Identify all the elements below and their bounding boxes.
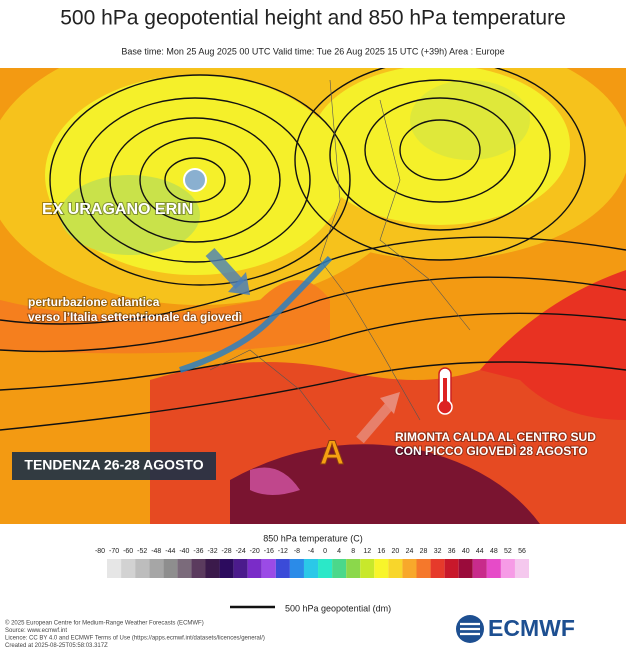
colorbar-swatch bbox=[303, 559, 319, 578]
colorbar-swatch bbox=[233, 559, 248, 578]
annotation: EX URAGANO ERIN bbox=[42, 201, 193, 218]
colorbar-tick-label: 48 bbox=[490, 548, 498, 555]
colorbar: -80 -70 -60 -52 -48 -44 -40 -36 -32 -28 -24 -20 -16-… bbox=[95, 548, 530, 578]
colorbar-swatch bbox=[318, 559, 333, 578]
colorbar-tick-label: 4 bbox=[337, 548, 341, 555]
colorbar-tick-label: 44 bbox=[476, 548, 484, 555]
colorbar-swatch bbox=[360, 559, 375, 578]
colorbar-tick-label: 36 bbox=[448, 548, 456, 555]
colorbar-swatch bbox=[275, 559, 290, 578]
colorbar-swatch bbox=[472, 559, 487, 578]
colorbar-swatch bbox=[402, 559, 417, 578]
colorbar-tick-label: -36 bbox=[193, 548, 203, 555]
colorbar-swatch bbox=[247, 559, 262, 578]
colorbar-tick-label: -20 bbox=[250, 548, 260, 555]
colorbar-swatch bbox=[177, 559, 192, 578]
legend-label: 500 hPa geopotential (dm) bbox=[285, 603, 391, 613]
footer-line: Licence: CC BY 4.0 and ECMWF Terms of Us… bbox=[5, 636, 265, 642]
colorbar-swatch bbox=[121, 559, 136, 578]
colorbar-swatch bbox=[205, 559, 220, 578]
annotation: verso l’Italia settentrionale da giovedì bbox=[28, 310, 242, 324]
annotation: TENDENZA 26-28 AGOSTO bbox=[24, 457, 203, 473]
subtitle: Base time: Mon 25 Aug 2025 00 UTC Valid … bbox=[121, 46, 504, 56]
footer-line: Created at 2025-08-25T05:58:03.317Z bbox=[5, 643, 108, 649]
colorbar-swatch bbox=[458, 559, 473, 578]
colorbar-swatch bbox=[191, 559, 206, 578]
colorbar-tick-label: 12 bbox=[363, 548, 371, 555]
colorbar-swatch bbox=[107, 559, 122, 578]
colorbar-swatch bbox=[219, 559, 234, 578]
colorbar-swatch bbox=[289, 559, 304, 578]
colorbar-tick-label: -40 bbox=[179, 548, 189, 555]
colorbar-tick-label: 56 bbox=[518, 548, 526, 555]
colorbar-swatch bbox=[135, 559, 150, 578]
map bbox=[0, 68, 626, 524]
colorbar-tick-label: -16 bbox=[264, 548, 274, 555]
colorbar-tick-label: -24 bbox=[236, 548, 246, 555]
annotation: RIMONTA CALDA AL CENTRO SUD bbox=[395, 430, 596, 444]
colorbar-tick-label: -52 bbox=[137, 548, 147, 555]
colorbar-tick-label: 24 bbox=[406, 548, 414, 555]
colorbar-tick-label: -32 bbox=[207, 548, 217, 555]
colorbar-tick-label: -44 bbox=[165, 548, 175, 555]
colorbar-tick-label: -12 bbox=[278, 548, 288, 555]
annotation: A bbox=[320, 434, 345, 472]
colorbar-swatch bbox=[163, 559, 178, 578]
colorbar-swatch bbox=[374, 559, 389, 578]
colorbar-tick-label: 40 bbox=[462, 548, 470, 555]
footer-line: © 2025 European Centre for Medium-Range … bbox=[5, 620, 204, 627]
colorbar-swatch bbox=[416, 559, 431, 578]
colorbar-tick-label: 52 bbox=[504, 548, 512, 555]
annotation: perturbazione atlantica bbox=[28, 295, 160, 309]
colorbar-swatch bbox=[444, 559, 459, 578]
colorbar-tick-label: -8 bbox=[294, 548, 300, 555]
colorbar-tick-label: 28 bbox=[420, 548, 428, 555]
annotation: CON PICCO GIOVEDÌ 28 AGOSTO bbox=[395, 443, 588, 458]
logo-text: ECMWF bbox=[488, 615, 575, 641]
colorbar-tick-label: -60 bbox=[123, 548, 133, 555]
colorbar-swatch bbox=[332, 559, 347, 578]
colorbar-tick-label: 20 bbox=[392, 548, 400, 555]
colorbar-swatch bbox=[346, 559, 361, 578]
colorbar-tick-label: -48 bbox=[151, 548, 161, 555]
colorbar-tick-label: 32 bbox=[434, 548, 442, 555]
colorbar-swatch bbox=[149, 559, 164, 578]
colorbar-swatch bbox=[261, 559, 276, 578]
colorbar-swatch bbox=[388, 559, 403, 578]
colorbar-swatch bbox=[514, 559, 530, 578]
colorbar-tick-label: 0 bbox=[323, 548, 327, 555]
colorbar-swatch bbox=[430, 559, 445, 578]
colorbar-tick-label: 8 bbox=[351, 548, 355, 555]
footer: © 2025 European Centre for Medium-Range … bbox=[5, 620, 265, 650]
footer-line: Source: www.ecmwf.int bbox=[5, 628, 67, 634]
colorbar-tick-label: 16 bbox=[377, 548, 385, 555]
colorbar-title: 850 hPa temperature (C) bbox=[263, 533, 363, 543]
colorbar-tick-label: -80 bbox=[95, 548, 105, 555]
colorbar-tick-label: -28 bbox=[222, 548, 232, 555]
logo: ECMWF bbox=[456, 615, 575, 643]
colorbar-tick-label: -70 bbox=[109, 548, 119, 555]
title: 500 hPa geopotential height and 850 hPa … bbox=[60, 7, 566, 30]
colorbar-swatch bbox=[500, 559, 515, 578]
colorbar-tick-label: -4 bbox=[308, 548, 314, 555]
colorbar-swatch bbox=[486, 559, 501, 578]
